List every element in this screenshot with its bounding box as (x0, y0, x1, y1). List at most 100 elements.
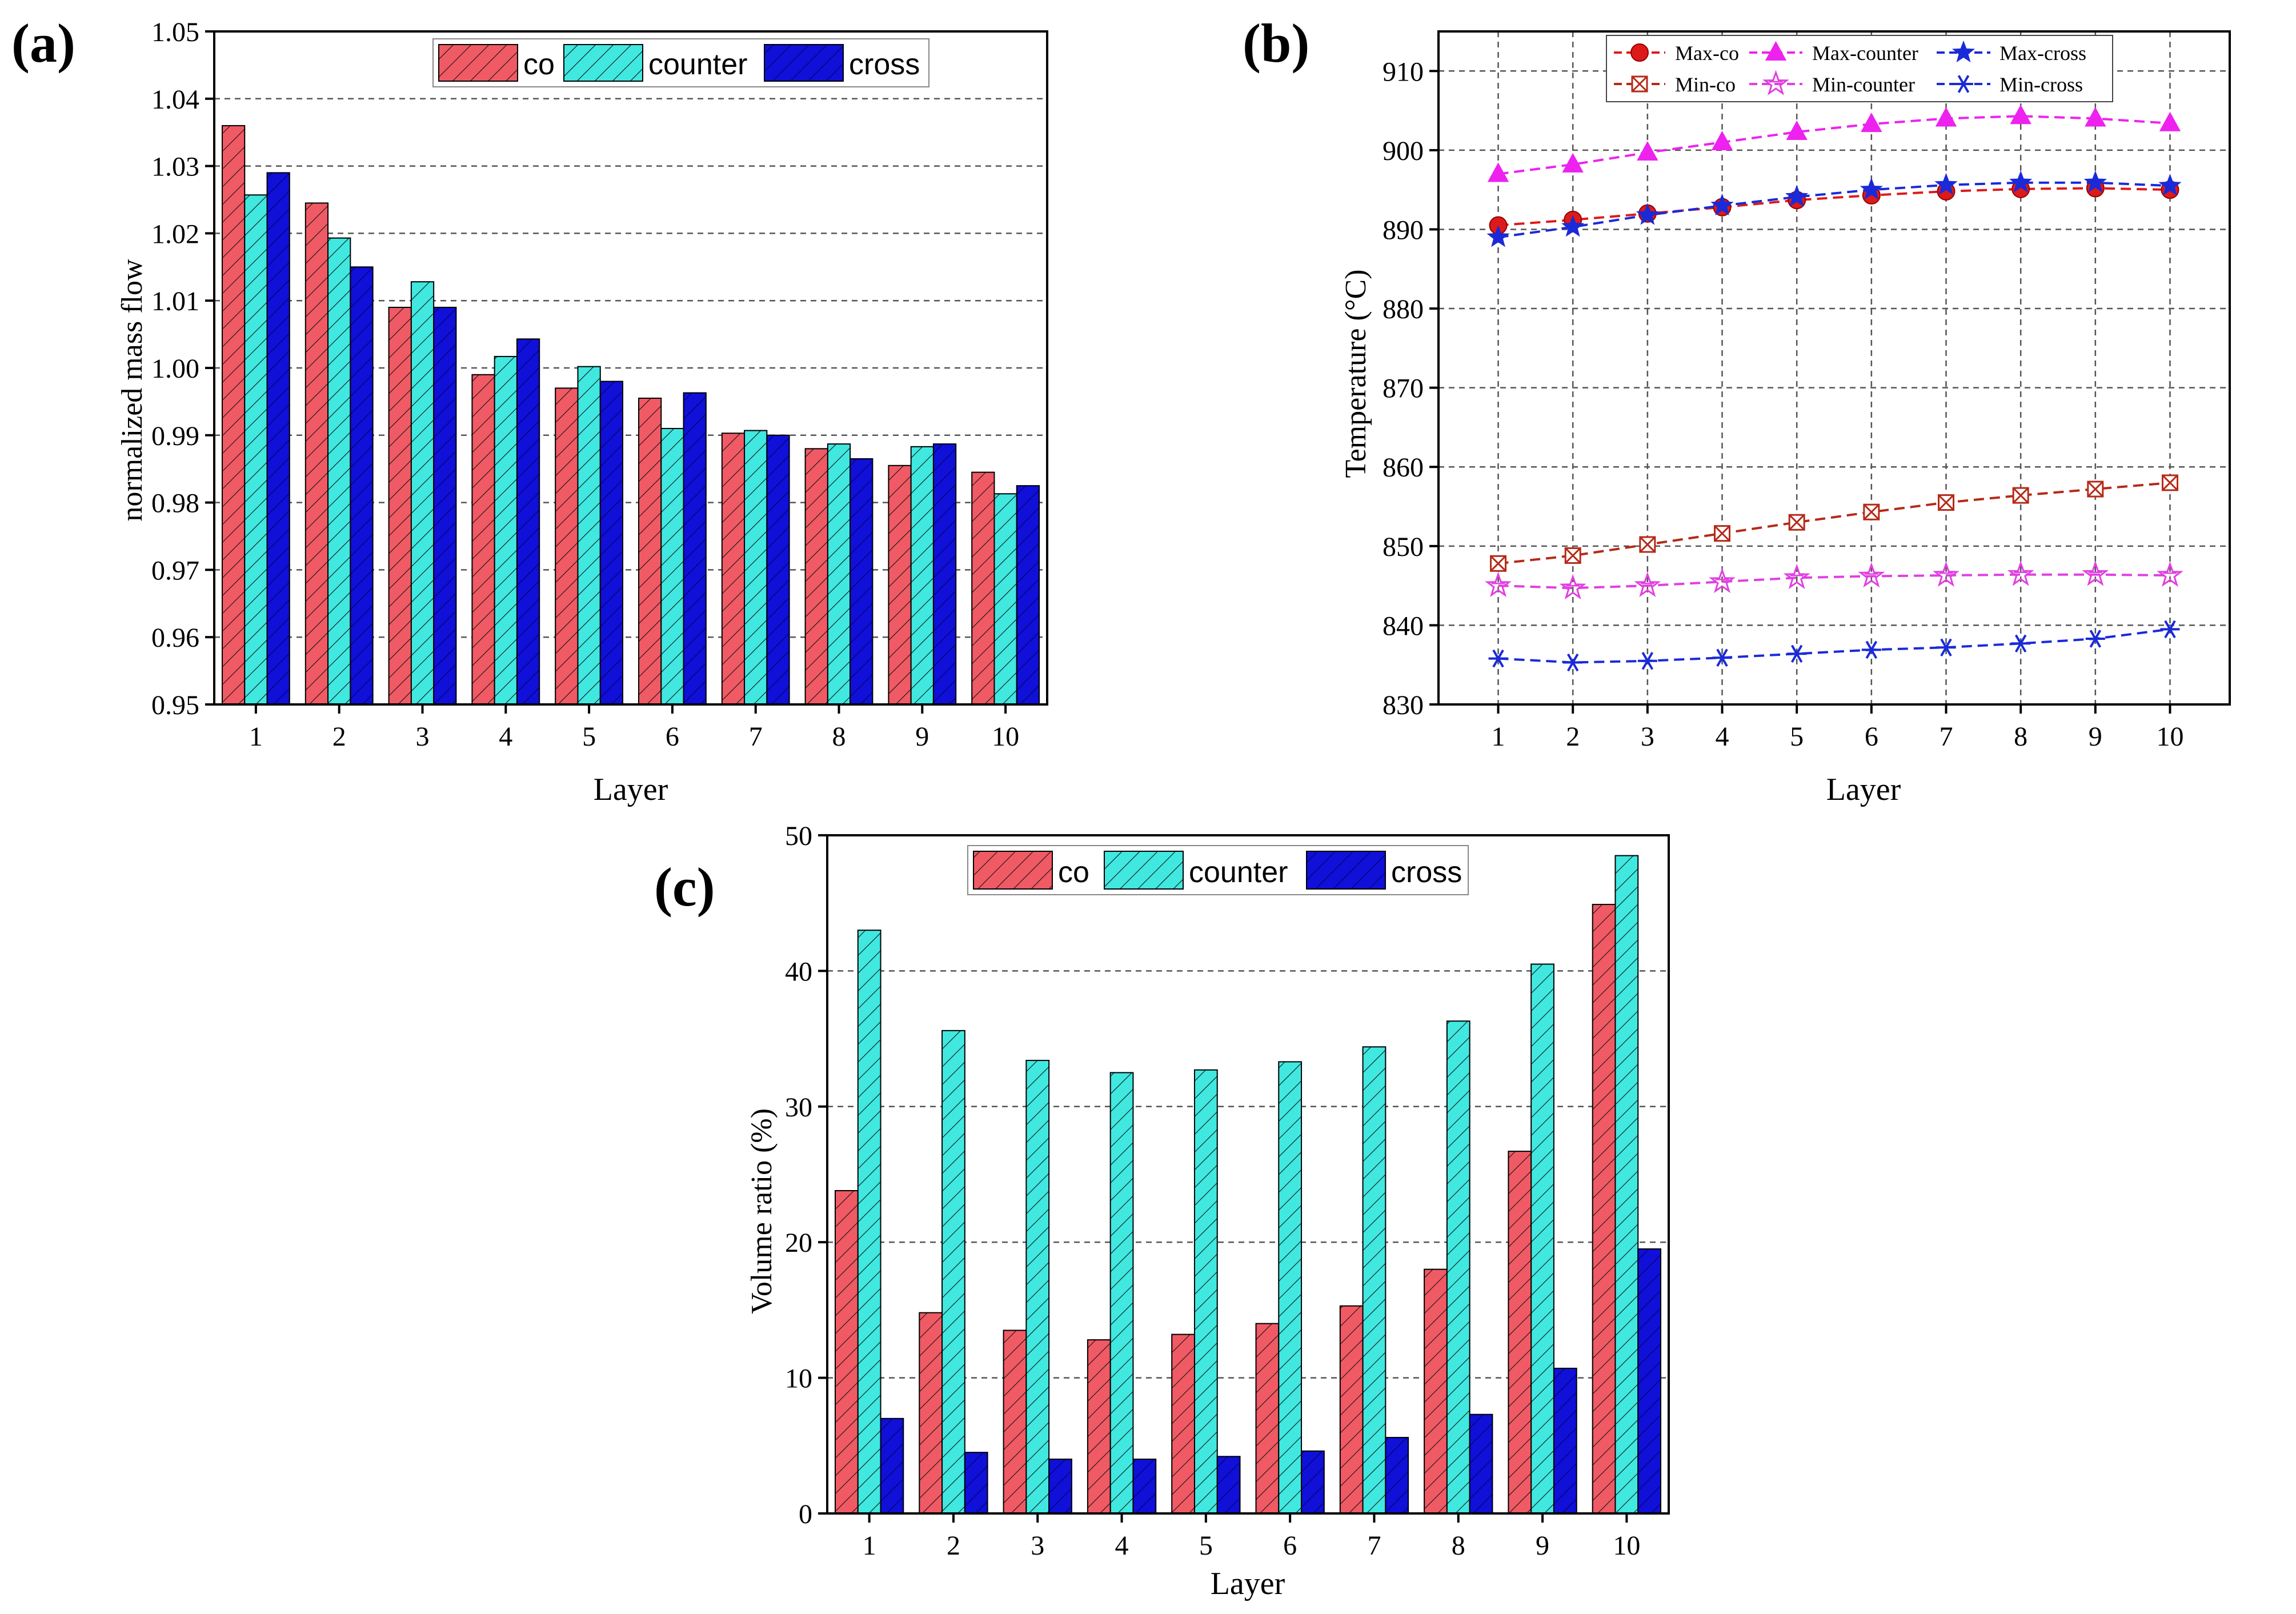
panel-a-x-ticks: 1 2 3 4 5 6 7 8 9 10 (249, 704, 1019, 752)
marker-shape (2082, 560, 2109, 586)
marker-stroke (2089, 630, 2102, 648)
y-tick-label: 870 (1383, 374, 1424, 404)
marker-stroke (1938, 494, 1954, 511)
panel-c-bars (835, 855, 1662, 1515)
panel-a-bars (222, 125, 1040, 706)
marker-shape (2083, 170, 2107, 193)
marker-shape (1952, 40, 1976, 63)
bar-cross-layer-2 (964, 1452, 988, 1514)
marker-stroke (1492, 649, 1504, 668)
y-tick-label: 880 (1383, 294, 1424, 325)
point-max-cross-layer-5 (1785, 185, 1809, 207)
panel-a-mass-flow-chart: (a) normalized mass flow Layer 0.950.960… (11, 13, 1048, 807)
line-min-co (1498, 482, 2170, 565)
x-tick-label: 8 (2014, 722, 2027, 752)
line-max-counter (1498, 115, 2170, 175)
bar-co-layer-8 (1424, 1268, 1448, 1514)
x-tick-label: 8 (832, 722, 846, 752)
point-min-counter-layer-8 (2007, 560, 2034, 586)
bar-counter-layer-4 (1109, 1072, 1134, 1514)
point-min-cross-layer-7 (1936, 638, 1956, 656)
marker-stroke (2014, 634, 2027, 653)
marker-shape (1485, 571, 1512, 598)
bar-cross-layer-8 (850, 458, 873, 706)
panel-b-grid (1438, 31, 2230, 704)
point-min-counter-layer-9 (2082, 560, 2109, 586)
bar-co-layer-8 (804, 448, 828, 705)
point-max-counter-layer-9 (2085, 107, 2106, 127)
point-max-counter-layer-4 (1711, 130, 1733, 151)
panel-b-series (1485, 105, 2183, 672)
panel-a-legend-swatch-cross (764, 44, 844, 82)
panel-b-y-ticks: 830 840 850 860 870 880 890 900 910 (1383, 57, 1438, 720)
bar-co-layer-7 (721, 432, 746, 705)
legend-sample-max-counter (1749, 41, 1802, 61)
y-tick-label: 0.97 (151, 555, 199, 586)
marker-stroke (2087, 480, 2103, 498)
panel-b-legend-label-min-counter: Min-counter (1812, 73, 1915, 96)
x-tick-label: 2 (1566, 722, 1580, 752)
panel-b-legend: Max-co Max-counter Max-cross Min-co Min-… (1606, 35, 2113, 102)
bar-cross-layer-9 (1553, 1367, 1577, 1514)
point-min-co-layer-8 (2012, 487, 2029, 504)
bar-counter-layer-2 (327, 237, 351, 705)
marker-shape (1486, 225, 1510, 247)
marker-stroke (2013, 487, 2029, 504)
panel-b-legend-label-min-co: Min-co (1675, 73, 1736, 96)
panel-a-legend-label-counter: counter (648, 48, 747, 81)
series-max-counter (1487, 105, 2181, 182)
bar-counter-layer-7 (1362, 1046, 1387, 1514)
point-max-counter-layer-3 (1637, 141, 1658, 161)
x-tick-label: 4 (1115, 1531, 1129, 1561)
y-tick-label: 1.00 (151, 354, 199, 384)
point-min-counter-layer-5 (1783, 563, 1810, 590)
bar-cross-layer-8 (1469, 1413, 1493, 1514)
point-min-co-layer-2 (1564, 547, 1581, 564)
bar-cross-layer-4 (516, 338, 540, 705)
point-min-counter-layer-6 (1858, 562, 1885, 588)
y-tick-label: 1.04 (151, 85, 199, 115)
point-min-cross-layer-3 (1637, 652, 1657, 670)
bar-co-layer-10 (1592, 904, 1616, 1514)
bar-co-layer-3 (1003, 1329, 1027, 1514)
legend-marker (1765, 41, 1787, 61)
legend-marker (1952, 40, 1976, 63)
marker-shape (2007, 560, 2034, 586)
point-min-co-layer-4 (1714, 525, 1731, 542)
panel-a-y-ticks: 0.95 0.96 0.97 0.98 0.99 1.00 1.01 1.02 1.03 1.04… (151, 17, 214, 720)
marker-stroke (1957, 75, 1970, 93)
x-tick-label: 5 (582, 722, 596, 752)
marker-shape (1933, 561, 1960, 587)
x-tick-label: 9 (1536, 1531, 1549, 1561)
marker-stroke (1863, 504, 1880, 520)
point-min-cross-layer-6 (1861, 640, 1881, 659)
marker-shape (1858, 562, 1885, 588)
point-min-co-layer-6 (1863, 503, 1880, 520)
panel-b-legend-label-max-co: Max-co (1675, 42, 1739, 65)
bar-co-layer-1 (222, 125, 246, 706)
point-min-cross-layer-1 (1488, 649, 1508, 668)
bar-counter-layer-9 (1530, 963, 1554, 1514)
point-max-counter-layer-1 (1487, 162, 1509, 182)
y-tick-label: 0.95 (151, 690, 199, 720)
marker-stroke (1714, 525, 1730, 542)
bar-cross-layer-10 (1637, 1248, 1662, 1515)
bar-co-layer-9 (888, 464, 912, 705)
y-tick-label: 1.02 (151, 219, 199, 249)
panel-a-legend-label-cross: cross (849, 48, 920, 81)
bar-co-layer-9 (1508, 1151, 1532, 1514)
line-max-cross (1498, 181, 2170, 239)
series-max-cross (1486, 170, 2182, 247)
x-tick-label: 2 (332, 722, 346, 752)
x-tick-label: 10 (2156, 722, 2183, 752)
legend-marker (1630, 43, 1649, 62)
y-tick-label: 10 (785, 1364, 812, 1394)
marker-stroke (1865, 640, 1878, 659)
panel-b-y-axis-title: Temperature (°C) (1340, 269, 1372, 478)
bar-co-layer-3 (388, 306, 412, 705)
marker-stroke (1631, 75, 1648, 93)
y-tick-label: 1.01 (151, 286, 199, 317)
marker-shape (1783, 563, 1810, 590)
bar-cross-layer-6 (1301, 1450, 1325, 1514)
marker-shape (1785, 185, 1809, 207)
